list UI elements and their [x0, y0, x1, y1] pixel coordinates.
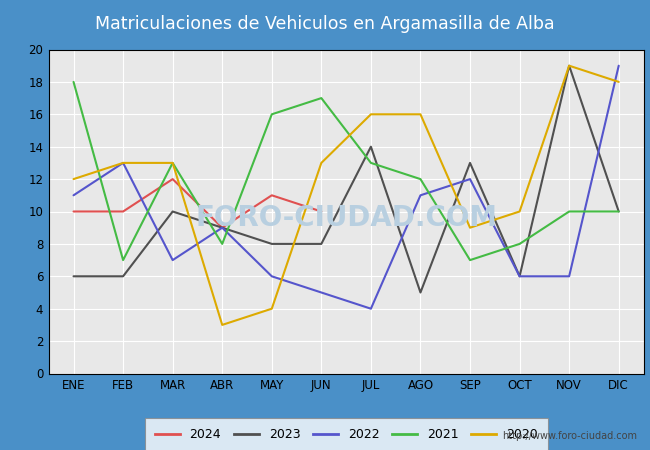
Text: http://www.foro-ciudad.com: http://www.foro-ciudad.com	[502, 431, 637, 441]
Text: FORO-CIUDAD.COM: FORO-CIUDAD.COM	[195, 204, 497, 232]
Legend: 2024, 2023, 2022, 2021, 2020: 2024, 2023, 2022, 2021, 2020	[148, 422, 544, 447]
Text: Matriculaciones de Vehiculos en Argamasilla de Alba: Matriculaciones de Vehiculos en Argamasi…	[95, 14, 555, 33]
